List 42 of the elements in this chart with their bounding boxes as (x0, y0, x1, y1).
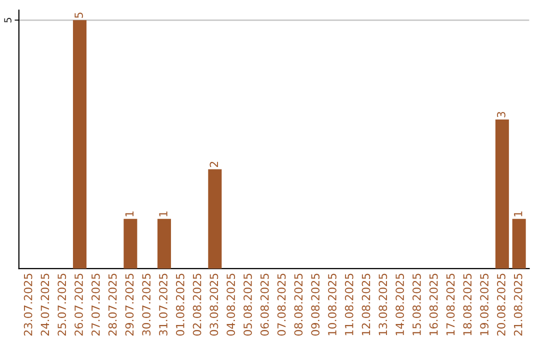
x-tick-label: 14.08.2025 (396, 274, 404, 336)
x-tick-label: 19.08.2025 (480, 274, 488, 336)
x-tick-label: 28.07.2025 (108, 274, 117, 336)
x-tick-label: 30.07.2025 (142, 274, 151, 336)
x-tick-label: 21.08.2025 (514, 274, 522, 336)
x-tick-label: 09.08.2025 (311, 274, 320, 336)
x-tick-label: 27.07.2025 (91, 274, 100, 336)
x-tick-label: 07.08.2025 (277, 274, 286, 336)
x-tick-label: 08.08.2025 (294, 274, 303, 336)
bar (208, 169, 222, 269)
x-tick-label: 03.08.2025 (210, 274, 218, 336)
data-label: 1 (125, 211, 134, 216)
x-tick-label: 15.08.2025 (412, 274, 421, 336)
x-tick-label: 24.07.2025 (40, 274, 50, 336)
x-tick-label: 23.07.2025 (24, 274, 32, 336)
x-tick-label: 25.07.2025 (58, 274, 66, 336)
bar (512, 218, 526, 269)
x-tick-label: 16.08.2025 (429, 274, 438, 336)
x-tick-label: 02.08.2025 (192, 274, 202, 336)
data-label: 5 (74, 12, 83, 18)
data-label: 1 (514, 211, 522, 216)
x-tick-label: 05.08.2025 (244, 274, 252, 336)
x-tick-label: 31.07.2025 (159, 274, 168, 336)
x-tick-label: 04.08.2025 (226, 274, 236, 336)
bar (124, 218, 138, 269)
x-tick-label: 29.07.2025 (125, 274, 134, 336)
data-label: 3 (496, 112, 506, 118)
x-tick-label: 18.08.2025 (463, 274, 472, 336)
bar (157, 218, 171, 269)
bar (495, 120, 509, 269)
x-tick-label: 13.08.2025 (378, 274, 388, 336)
x-tick-label: 12.08.2025 (362, 274, 370, 336)
x-tick-label: 26.07.2025 (74, 274, 83, 336)
bar (72, 20, 86, 269)
x-tick-label: 17.08.2025 (446, 274, 455, 336)
data-label: 1 (159, 211, 168, 216)
x-tick-label: 11.08.2025 (344, 274, 354, 336)
x-tick-label: 06.08.2025 (260, 274, 269, 336)
data-label: 2 (210, 162, 218, 168)
x-tick-label: 20.08.2025 (496, 274, 506, 336)
x-tick-label: 01.08.2025 (176, 274, 184, 336)
x-tick-label: 10.08.2025 (328, 274, 336, 336)
